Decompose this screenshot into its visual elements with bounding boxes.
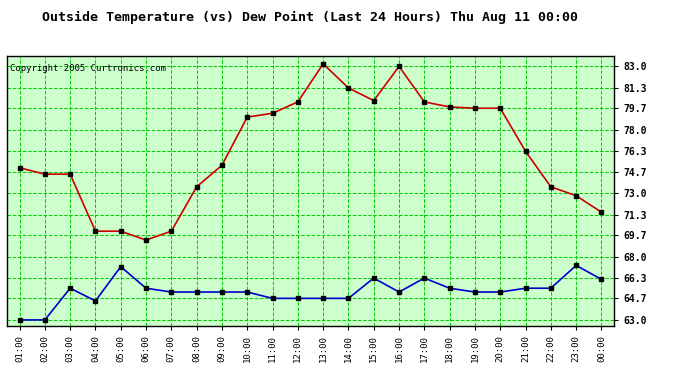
Text: Copyright 2005 Curtronics.com: Copyright 2005 Curtronics.com: [10, 64, 166, 74]
Text: Outside Temperature (vs) Dew Point (Last 24 Hours) Thu Aug 11 00:00: Outside Temperature (vs) Dew Point (Last…: [43, 11, 578, 24]
